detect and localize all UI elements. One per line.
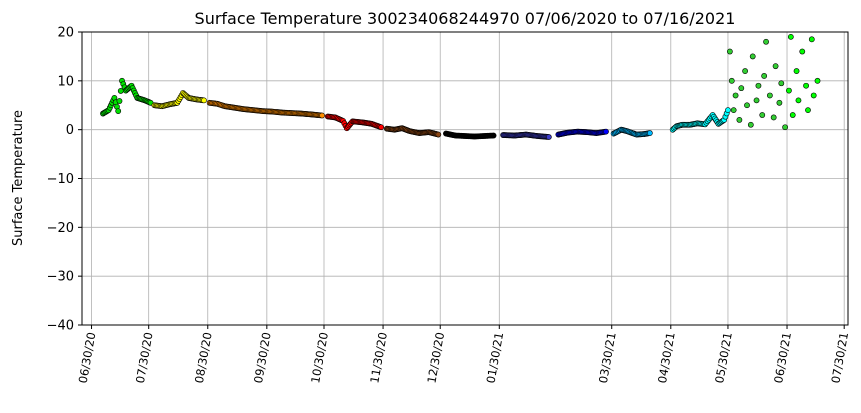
data-point (201, 97, 207, 104)
y-axis-ticks: −40 −30 −20 −10 0 10 20 (47, 26, 82, 334)
data-point (730, 107, 737, 114)
data-series (151, 90, 207, 110)
data-point (810, 92, 817, 99)
data-point (782, 124, 789, 131)
y-tick-label: 0 (66, 123, 74, 138)
data-point (772, 63, 779, 70)
data-point (736, 117, 743, 123)
data-point (803, 82, 809, 89)
y-tick-label: −30 (47, 270, 74, 285)
data-point (726, 48, 733, 55)
data-point (770, 114, 777, 121)
data-point (799, 48, 806, 55)
data-point (435, 131, 442, 138)
data-point (787, 33, 794, 40)
y-tick-label: −10 (47, 172, 74, 187)
y-tick-label: −20 (47, 221, 74, 236)
data-point (744, 102, 750, 109)
data-point (115, 108, 122, 115)
data-point (789, 112, 796, 118)
data-point (761, 73, 768, 79)
data-point (725, 107, 731, 114)
data-point (805, 107, 811, 114)
data-point (728, 77, 735, 84)
y-axis-label: Surface Temperature (11, 110, 26, 246)
data-point (808, 36, 815, 43)
chart-title: Surface Temperature 300234068244970 07/0… (195, 9, 736, 28)
data-series (786, 33, 821, 118)
data-point (759, 112, 766, 118)
data-point (646, 130, 653, 136)
data-series (726, 38, 789, 131)
data-point (490, 132, 497, 139)
data-point (319, 112, 325, 119)
data-series (443, 130, 497, 140)
data-point (795, 97, 802, 104)
data-point (786, 87, 792, 94)
data-point (753, 97, 760, 104)
data-point (766, 92, 773, 99)
x-axis-ticks: 06/30/20 07/30/20 08/30/20 09/30/20 10/30/20… (76, 325, 851, 384)
data-series (669, 107, 731, 133)
data-point (755, 82, 762, 89)
y-tick-label: 10 (57, 74, 74, 89)
data-points (100, 33, 821, 140)
data-series (206, 99, 325, 119)
data-point (749, 53, 756, 60)
data-series (555, 128, 609, 138)
y-tick-label: −40 (47, 319, 74, 334)
data-point (778, 80, 785, 87)
data-point (747, 121, 754, 128)
data-series (610, 126, 653, 138)
grid (82, 31, 848, 326)
data-series (383, 125, 442, 138)
y-tick-label: 20 (57, 26, 74, 41)
data-point (732, 92, 739, 99)
data-series (500, 131, 552, 140)
data-series (324, 113, 385, 132)
data-series (100, 77, 154, 117)
data-point (814, 77, 821, 84)
data-point (742, 68, 749, 74)
data-point (738, 85, 745, 92)
data-point (763, 38, 769, 45)
data-point (378, 124, 385, 131)
data-point (545, 134, 552, 140)
data-point (793, 68, 800, 74)
data-point (116, 98, 123, 104)
data-point (776, 99, 783, 106)
data-point (603, 128, 609, 135)
